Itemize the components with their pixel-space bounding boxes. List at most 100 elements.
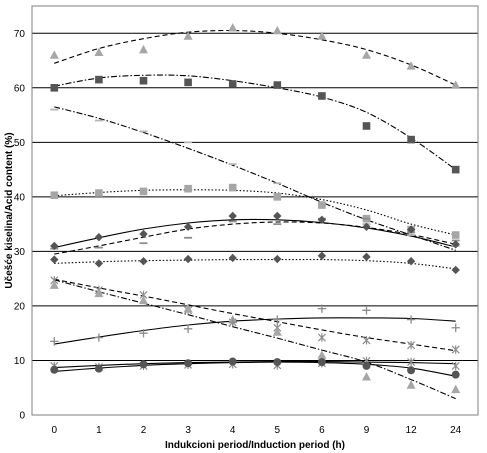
x-tick-label-9: 9 (364, 425, 370, 436)
series-2-point-5 (273, 81, 282, 89)
y-tick-label-40: 40 (14, 192, 26, 203)
series-4-point-1 (95, 189, 103, 197)
series-12-point-3 (184, 359, 193, 368)
series-9-point-9 (362, 372, 371, 381)
series-7-point-6 (317, 251, 327, 260)
series-4-point-0 (50, 191, 59, 200)
series-7-point-12 (406, 257, 416, 266)
series-2-point-1 (95, 75, 103, 84)
x-tick-label-5: 5 (275, 425, 281, 436)
y-tick-label-70: 70 (14, 29, 26, 40)
series-10-point-12 (406, 315, 416, 324)
series-6-point-5 (273, 211, 282, 221)
series-8-point-9 (362, 336, 371, 345)
trendline-4 (54, 189, 456, 236)
trendline-7 (54, 258, 456, 270)
series-1-point-5 (272, 25, 282, 35)
series-2-point-4 (228, 80, 237, 88)
series-10-point-24 (451, 323, 460, 332)
series-6-point-6 (317, 215, 327, 224)
trendline-9 (54, 279, 456, 400)
series-4-point-3 (184, 184, 192, 193)
x-tick-label-24: 24 (450, 425, 462, 436)
x-tick-label-2: 2 (141, 425, 147, 436)
series-7-point-9 (362, 252, 371, 262)
series-11-point-24 (451, 361, 460, 371)
series-9-point-0 (49, 280, 59, 289)
series-7-point-4 (228, 253, 237, 263)
y-axis-title: Učešće kiselina/Acid content (%) (4, 132, 15, 288)
series-10-point-1 (94, 333, 104, 342)
series-2-point-2 (139, 76, 148, 85)
x-tick-label-6: 6 (319, 425, 325, 436)
trendline-10 (54, 317, 456, 345)
series-2-point-12 (407, 135, 415, 144)
series-7-point-3 (183, 254, 193, 264)
series-9-point-5 (272, 327, 282, 336)
y-tick-label-20: 20 (14, 301, 26, 312)
series-12-point-5 (273, 358, 282, 367)
series-4-point-5 (273, 193, 282, 201)
series-7-point-2 (139, 257, 148, 266)
series-10-point-5 (273, 315, 282, 324)
series-4-point-4 (228, 183, 237, 192)
series-12-point-1 (94, 364, 103, 373)
series-8-point-24 (451, 345, 460, 354)
series-12-point-9 (362, 361, 371, 370)
series-9-point-1 (94, 288, 104, 298)
x-tick-label-1: 1 (96, 425, 102, 436)
series-7-point-24 (451, 265, 460, 275)
series-9-point-3 (183, 303, 193, 313)
series-4-point-2 (139, 187, 148, 196)
trendline-6 (54, 221, 456, 255)
series-9-point-12 (406, 380, 416, 389)
series-6-point-9 (362, 222, 371, 232)
series-1-point-2 (139, 44, 148, 54)
series-9-point-2 (139, 295, 148, 305)
trendline-1 (54, 29, 456, 86)
x-tick-label-3: 3 (185, 425, 191, 436)
series-7-point-5 (273, 254, 282, 264)
series-12-point-12 (407, 366, 416, 375)
x-axis-title: Indukcioni period/Induction period (h) (165, 440, 345, 451)
series-1-point-9 (362, 50, 371, 59)
series-8-point-12 (407, 340, 416, 350)
series-7-point-1 (94, 259, 104, 268)
series-10-point-9 (362, 306, 371, 315)
series-10-point-2 (139, 329, 148, 338)
series-2-point-0 (50, 84, 59, 92)
series-2-point-9 (362, 122, 371, 130)
y-axis-tick-labels: 0 10 20 30 40 50 60 70 (14, 29, 26, 422)
series-10-point-3 (183, 324, 193, 334)
series-6-point-24 (451, 240, 460, 249)
series-2-point-6 (318, 92, 326, 100)
series-1-point-1 (94, 47, 104, 57)
plot-area-frame (31, 5, 479, 416)
x-tick-label-12: 12 (406, 425, 418, 436)
trendline-2 (54, 74, 457, 171)
series-4-point-6 (318, 201, 326, 209)
trendline-8 (54, 278, 456, 352)
series-4-point-24 (451, 231, 460, 239)
series-8-point-6 (317, 333, 326, 342)
data-markers (49, 23, 461, 394)
trendlines (54, 29, 457, 400)
trendline-5 (54, 218, 456, 249)
series-1-point-6 (317, 31, 327, 40)
series-11-point-12 (407, 357, 416, 367)
y-tick-label-60: 60 (14, 83, 26, 94)
series-12-point-0 (50, 365, 59, 374)
series-7-point-0 (50, 255, 59, 264)
series-6-point-1 (94, 233, 104, 242)
series-12-point-2 (139, 360, 148, 369)
series-1-point-3 (183, 31, 193, 40)
series-12-point-24 (451, 370, 460, 379)
x-tick-label-4: 4 (230, 425, 236, 436)
series-9-point-6 (317, 350, 327, 359)
trendline-3 (54, 106, 456, 251)
series-10-point-6 (317, 304, 327, 313)
gridlines (32, 32, 478, 361)
series-6-point-4 (228, 211, 237, 221)
